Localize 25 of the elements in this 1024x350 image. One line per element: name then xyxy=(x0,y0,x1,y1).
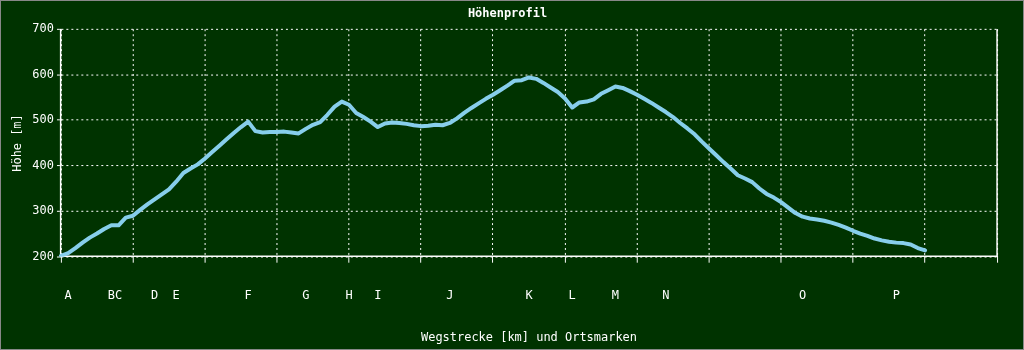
x-tick-label: B xyxy=(107,287,115,302)
y-tick-label: 500 xyxy=(32,112,54,127)
x-tick-label: O xyxy=(799,287,807,302)
x-tick-label: C xyxy=(114,287,123,302)
chart-title: Höhenprofil xyxy=(467,6,548,21)
x-tick-label: J xyxy=(446,287,454,302)
x-axis-title: Wegstrecke [km] und Ortsmarken xyxy=(420,329,638,344)
y-tick-label: 700 xyxy=(32,21,54,36)
x-tick-label: F xyxy=(244,287,252,302)
y-tick-label: 400 xyxy=(32,157,54,172)
x-tick-label: K xyxy=(525,287,534,302)
y-tick-label: 300 xyxy=(32,203,54,218)
x-tick-label: I xyxy=(374,287,382,302)
x-tick-label: A xyxy=(64,287,72,302)
y-tick-label: 600 xyxy=(32,66,54,81)
x-tick-label: G xyxy=(302,287,310,302)
x-tick-label: H xyxy=(345,287,353,302)
y-tick-label: 200 xyxy=(32,248,54,263)
x-tick-label: D xyxy=(150,287,159,302)
x-tick-label: M xyxy=(611,287,620,302)
x-tick-label: L xyxy=(568,287,576,302)
x-tick-label: N xyxy=(662,287,670,302)
x-tick-label: E xyxy=(172,287,180,302)
x-tick-label: P xyxy=(892,287,900,302)
y-axis-title: Höhe [m] xyxy=(10,114,25,172)
